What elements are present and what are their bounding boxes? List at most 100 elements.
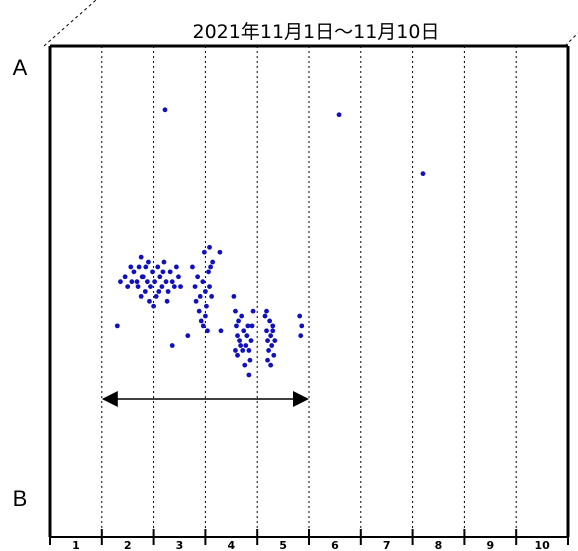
corner-dashed-left: [43, 0, 97, 47]
data-point: [240, 348, 246, 353]
data-point: [114, 323, 120, 329]
data-point: [269, 343, 275, 348]
data-point: [244, 333, 250, 339]
data-point: [207, 244, 212, 250]
data-point: [207, 284, 212, 289]
data-point: [178, 284, 183, 289]
data-point: [299, 323, 305, 329]
data-point: [420, 171, 426, 177]
data-point: [196, 308, 202, 314]
data-point: [156, 289, 162, 294]
data-point: [270, 323, 276, 329]
data-point: [200, 279, 206, 285]
data-point: [208, 264, 213, 270]
data-point: [162, 107, 168, 113]
data-point: [147, 298, 152, 304]
x-axis-ticks: 1 2 3 4 5 6 7 8 9 10: [49, 529, 569, 551]
data-point: [176, 274, 181, 280]
tick-label: 9: [486, 539, 494, 551]
data-point: [190, 264, 195, 270]
corner-dashed-right: [564, 32, 578, 47]
tick-label: 4: [227, 539, 235, 551]
data-point: [235, 333, 240, 339]
data-point: [297, 313, 303, 319]
tick-label: 3: [176, 539, 184, 551]
data-point: [264, 328, 269, 334]
data-point: [233, 308, 238, 314]
data-point: [336, 112, 342, 118]
data-point: [200, 323, 206, 329]
data-point: [271, 352, 277, 358]
data-point: [266, 348, 271, 353]
data-point: [268, 333, 274, 339]
data-point: [118, 279, 123, 285]
data-point: [246, 372, 252, 378]
data-point: [152, 279, 158, 285]
data-point: [218, 328, 224, 334]
data-points: [114, 107, 426, 378]
data-point: [192, 284, 198, 289]
data-point: [160, 269, 166, 275]
data-point: [203, 313, 208, 319]
tick-label: 6: [331, 539, 339, 551]
data-point: [173, 264, 179, 270]
data-point: [205, 328, 210, 334]
data-point: [169, 279, 175, 285]
data-point: [197, 294, 203, 299]
data-point: [131, 269, 137, 275]
data-point: [298, 333, 304, 339]
data-point: [234, 323, 239, 329]
data-point: [153, 294, 159, 299]
data-point: [148, 284, 153, 289]
data-point: [249, 323, 255, 329]
data-point: [204, 303, 209, 309]
tick-label: 1: [72, 539, 80, 551]
data-point: [265, 357, 270, 363]
data-point: [217, 249, 223, 255]
data-point: [203, 289, 208, 294]
tick-label: 2: [124, 539, 132, 551]
data-point: [250, 308, 256, 314]
data-point: [242, 362, 248, 368]
data-point: [195, 274, 201, 280]
data-point: [129, 279, 135, 285]
grid-lines: [101, 46, 517, 537]
data-point: [247, 357, 253, 363]
data-point: [143, 264, 149, 270]
data-point: [165, 289, 171, 294]
data-point: [136, 264, 142, 270]
data-point: [167, 269, 173, 275]
data-point: [150, 269, 155, 275]
data-point: [139, 274, 145, 280]
data-point: [198, 318, 204, 324]
data-point: [125, 284, 131, 289]
data-point: [206, 269, 211, 275]
range-arrow: [101, 391, 309, 407]
bottom-label-b: B: [13, 486, 28, 511]
data-point: [138, 294, 144, 299]
tick-label: 10: [534, 539, 550, 551]
data-point: [237, 338, 242, 343]
data-point: [262, 313, 268, 319]
data-point: [238, 343, 244, 348]
data-point: [201, 249, 207, 255]
data-point: [122, 274, 128, 280]
data-point: [169, 343, 175, 348]
data-point: [138, 254, 144, 260]
data-point: [144, 279, 150, 285]
top-label-a: A: [13, 55, 28, 80]
data-point: [128, 264, 134, 270]
tick-label: 7: [383, 539, 391, 551]
data-point: [146, 259, 151, 265]
data-point: [157, 274, 163, 280]
chart-title: 2021年11月1日〜11月10日: [193, 21, 440, 43]
data-point: [231, 294, 237, 299]
data-point: [272, 338, 278, 343]
data-point: [134, 279, 140, 285]
data-point: [135, 284, 141, 289]
data-point: [159, 284, 165, 289]
data-point: [264, 308, 269, 314]
data-point: [209, 294, 215, 299]
data-point: [267, 318, 273, 324]
